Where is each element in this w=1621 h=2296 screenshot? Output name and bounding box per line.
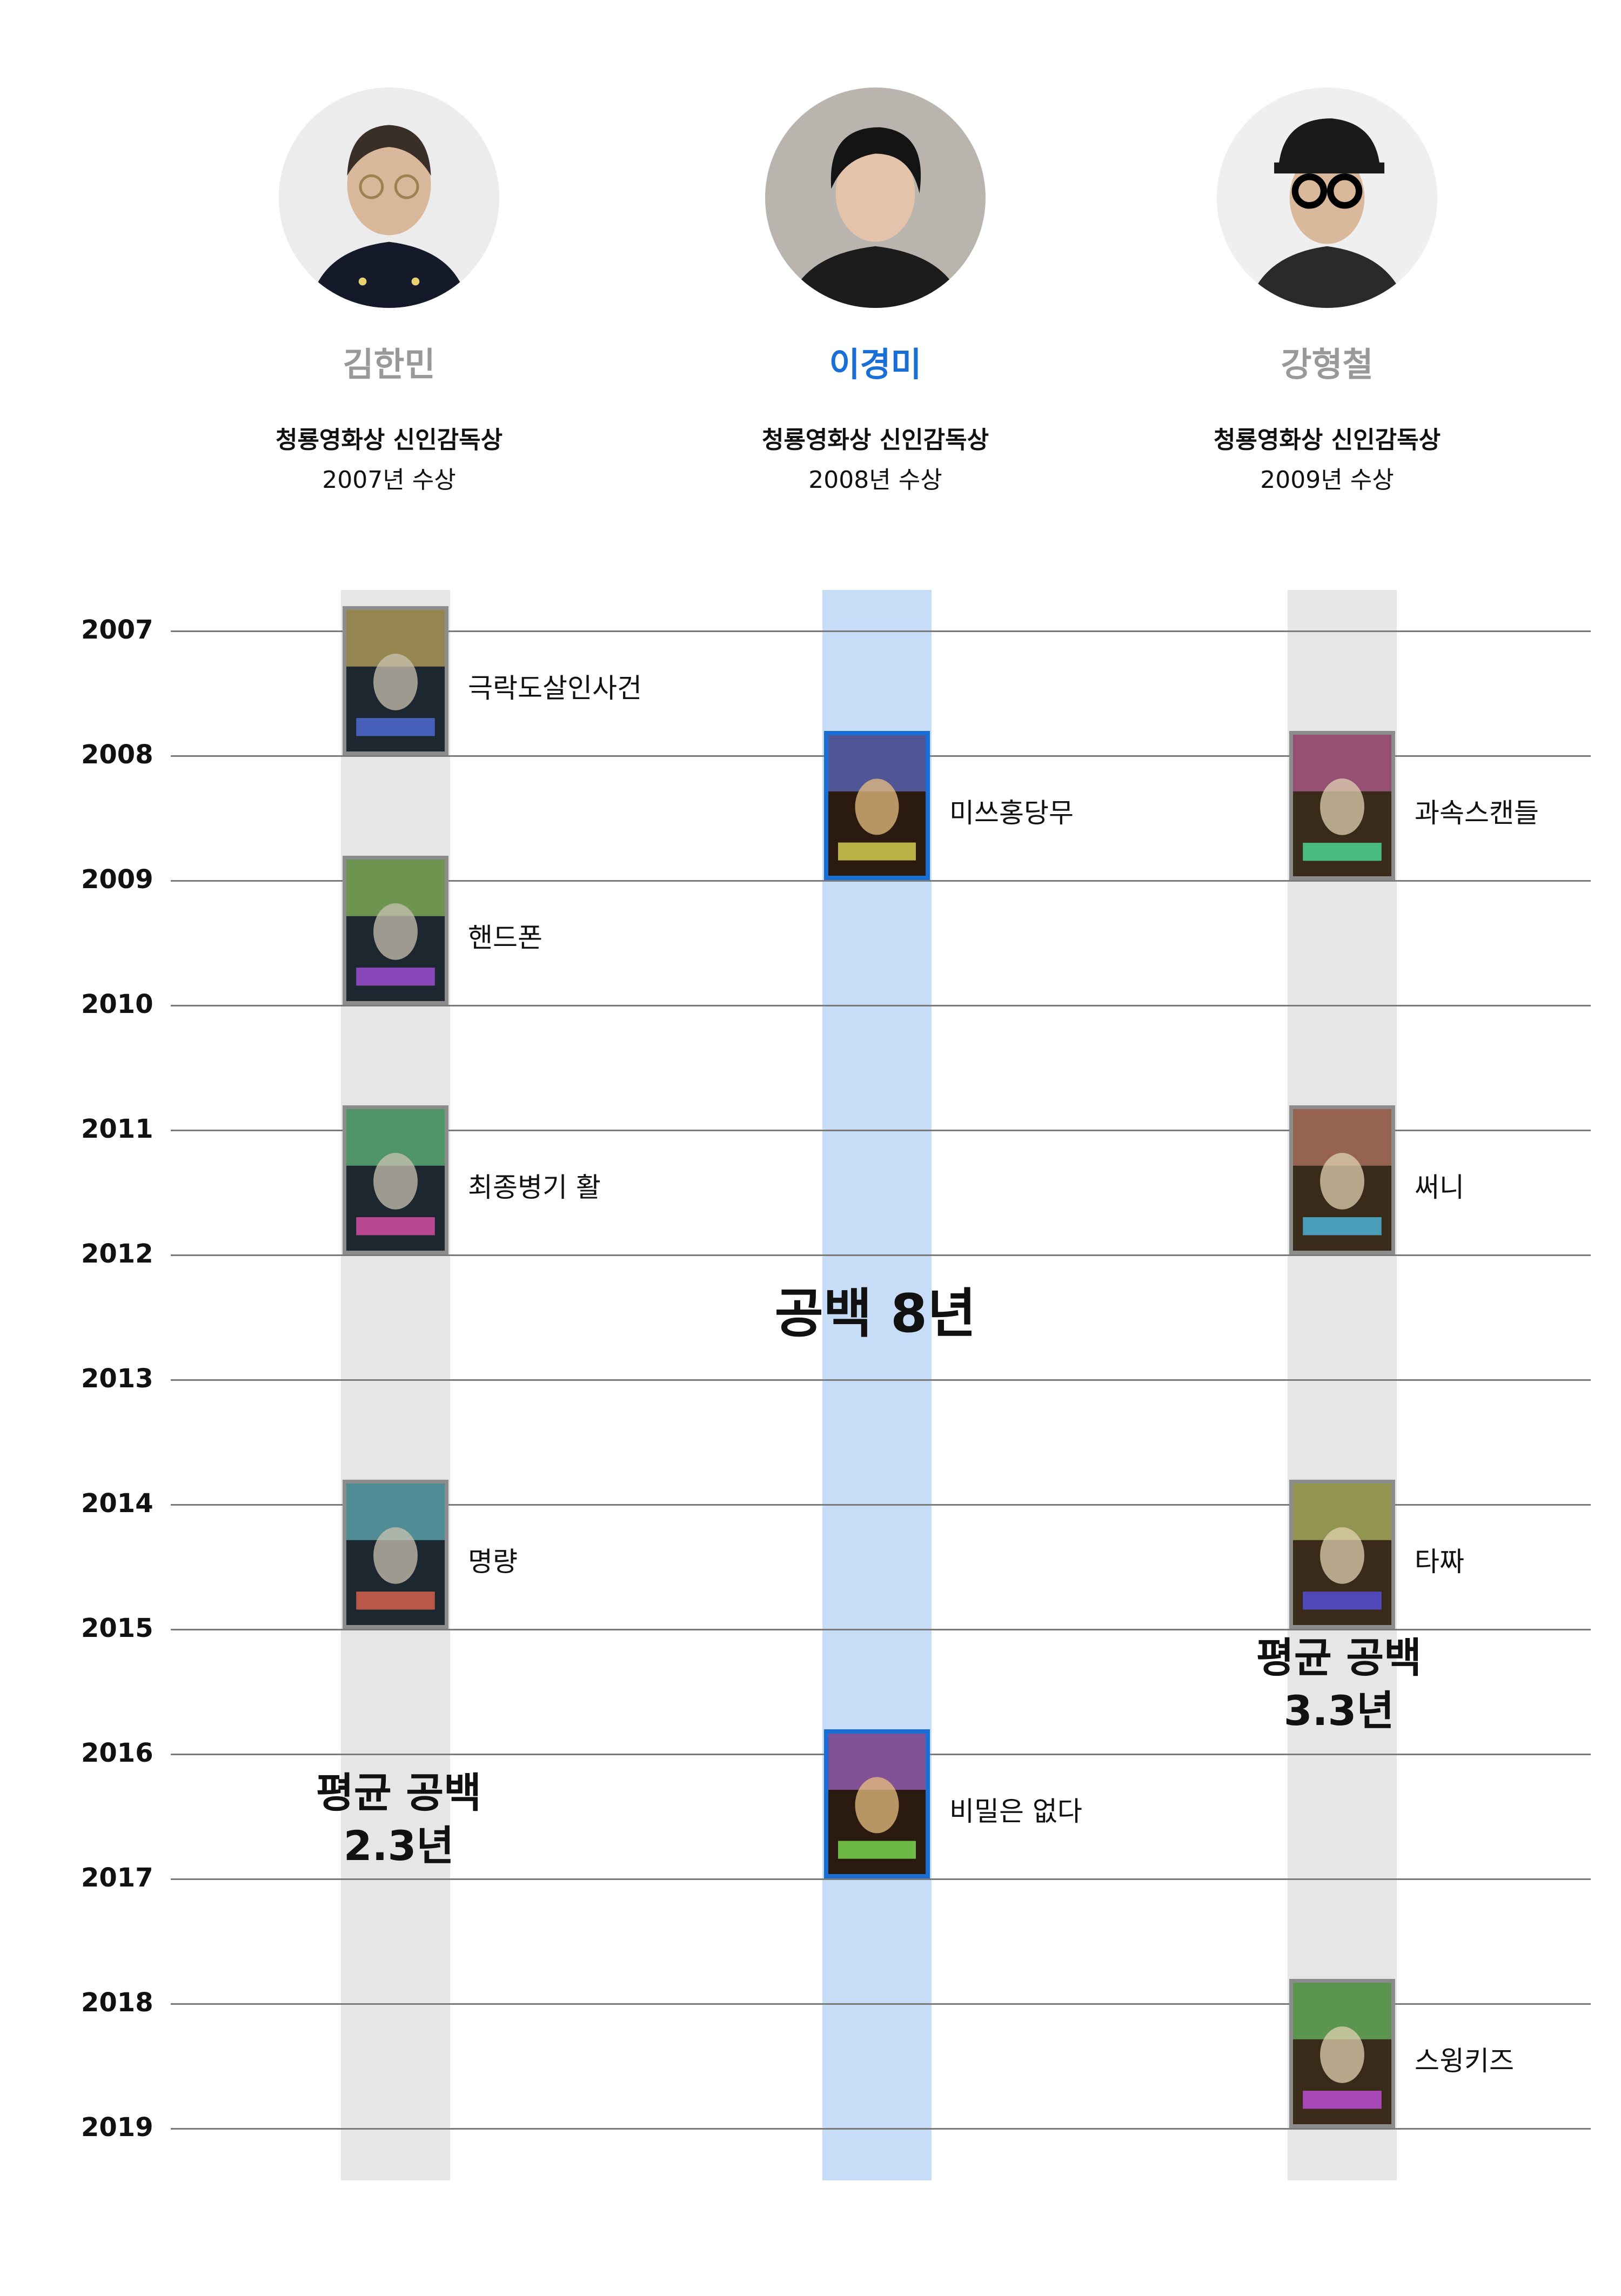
grid-line — [171, 1379, 1591, 1381]
person-icon — [279, 88, 499, 308]
grid-line — [171, 1629, 1591, 1630]
director-name: 김한민 — [343, 345, 436, 384]
award-name: 청룡영화상 신인감독상 — [761, 426, 989, 454]
year-tick-label: 2011 — [81, 1114, 153, 1144]
year-tick-label: 2016 — [81, 1738, 153, 1768]
film-title: 명량 — [468, 1546, 518, 1577]
average-gap-label: 평균 공백 3.3년 — [1198, 1632, 1479, 1737]
gap-label-line: 평균 공백 — [316, 1769, 482, 1817]
film-title: 써니 — [1415, 1172, 1464, 1203]
gap-label-line: 평균 공백 — [1256, 1634, 1422, 1682]
gap-label-line: 3.3년 — [1283, 1687, 1395, 1735]
film-poster — [343, 1105, 448, 1254]
film-poster — [824, 731, 930, 880]
film-title: 타짜 — [1415, 1546, 1464, 1577]
year-tick-label: 2008 — [81, 740, 153, 770]
year-tick-label: 2012 — [81, 1239, 153, 1269]
film-poster — [343, 856, 448, 1005]
film-poster — [1289, 731, 1395, 880]
film-title: 극락도살인사건 — [468, 673, 642, 704]
year-tick-label: 2010 — [81, 989, 153, 1019]
year-tick-label: 2019 — [81, 2112, 153, 2143]
grid-line — [171, 1254, 1591, 1256]
grid-line — [171, 2003, 1591, 2005]
year-tick-label: 2018 — [81, 1988, 153, 2018]
year-tick-label: 2017 — [81, 1863, 153, 1893]
award-year: 2007년 수상 — [322, 466, 456, 494]
year-tick-label: 2009 — [81, 864, 153, 895]
year-tick-label: 2007 — [81, 615, 153, 645]
film-title: 비밀은 없다 — [949, 1796, 1082, 1827]
column-band — [341, 590, 450, 2180]
film-title: 최종병기 활 — [468, 1172, 601, 1203]
gap-label-line: 2.3년 — [343, 1822, 454, 1870]
grid-line — [171, 1878, 1591, 1880]
film-poster — [343, 606, 448, 755]
film-poster — [1289, 1105, 1395, 1254]
avatar-kim-hanmin — [279, 88, 499, 308]
award-name: 청룡영화상 신인감독상 — [275, 426, 503, 454]
year-tick-label: 2014 — [81, 1488, 153, 1519]
person-icon — [765, 88, 986, 308]
gap-label-line: 공백 8년 — [774, 1283, 976, 1345]
grid-line — [171, 1504, 1591, 1506]
award-year: 2009년 수상 — [1260, 466, 1394, 494]
grid-line — [171, 2128, 1591, 2130]
film-title: 과속스캔들 — [1415, 797, 1539, 829]
film-poster — [343, 1480, 448, 1629]
grid-line — [171, 1130, 1591, 1131]
film-title: 스윙키즈 — [1415, 2045, 1514, 2077]
film-poster — [1289, 1979, 1395, 2128]
award-name: 청룡영화상 신인감독상 — [1213, 426, 1441, 454]
film-poster — [824, 1729, 930, 1878]
film-poster — [1289, 1480, 1395, 1629]
avatar-kang-hyeongcheol — [1217, 88, 1437, 308]
year-tick-label: 2015 — [81, 1613, 153, 1643]
film-title: 핸드폰 — [468, 922, 542, 954]
director-name: 이경미 — [829, 345, 922, 384]
person-icon — [1217, 88, 1437, 308]
avatar-lee-kyoungmi — [765, 88, 986, 308]
grid-line — [171, 630, 1591, 632]
director-name: 강형철 — [1281, 345, 1374, 384]
film-title: 미쓰홍당무 — [949, 797, 1074, 829]
grid-line — [171, 880, 1591, 882]
gap-label: 공백 8년 — [713, 1271, 1037, 1347]
average-gap-label: 평균 공백 2.3년 — [258, 1767, 539, 1872]
grid-line — [171, 1005, 1591, 1006]
year-tick-label: 2013 — [81, 1364, 153, 1394]
award-year: 2008년 수상 — [808, 466, 942, 494]
